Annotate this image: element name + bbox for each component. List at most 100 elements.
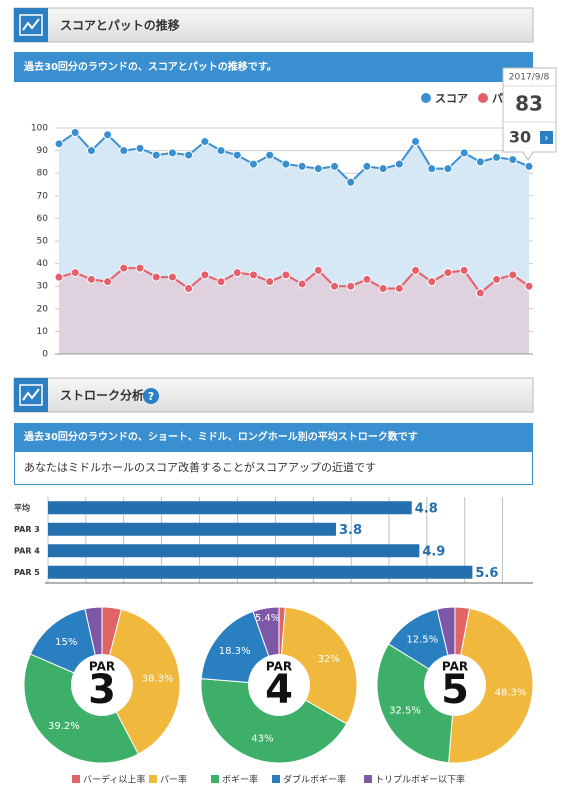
point [184, 283, 194, 293]
slice-label: 38.3% [142, 674, 174, 685]
y-tick-label: 40 [37, 259, 49, 269]
legend-label: スコア [435, 92, 468, 105]
category-label: PAR 4 [14, 546, 40, 555]
point [459, 265, 469, 275]
help-icon[interactable] [143, 388, 159, 404]
point [119, 146, 129, 156]
legend-marker [421, 93, 431, 103]
slice-label: 12.5% [406, 635, 438, 646]
category-label: 平均 [14, 502, 30, 512]
icon-frame [19, 384, 43, 406]
point [135, 263, 145, 273]
description: 過去30回分のラウンドの、スコアとパットの推移です。 [23, 60, 277, 73]
description-bar [14, 423, 533, 451]
point [70, 128, 80, 138]
pie-center [71, 654, 133, 716]
point [248, 159, 258, 169]
point [248, 270, 258, 280]
point [86, 146, 96, 156]
point [459, 148, 469, 158]
point [346, 177, 356, 187]
tooltip-putt: 30 [509, 128, 531, 147]
slice-label: 32% [317, 654, 339, 665]
point [313, 164, 323, 174]
point [232, 268, 242, 278]
y-tick-label: 60 [37, 214, 49, 224]
point [54, 272, 64, 282]
point [313, 265, 323, 275]
point [475, 157, 485, 167]
pie-par: 3 [88, 667, 116, 713]
point [508, 270, 518, 280]
pie-slice [23, 653, 139, 764]
legend-label: トリプルボギー以下率 [375, 774, 465, 786]
legend-label: ダブルボギー率 [283, 774, 346, 786]
slice-label: 48.3% [495, 688, 527, 699]
help-mark[interactable]: ? [148, 390, 154, 403]
tooltip-button[interactable] [540, 131, 553, 144]
point [86, 274, 96, 284]
legend-label: バーディ以上率 [83, 774, 145, 786]
pie-title: PAR [442, 660, 468, 674]
bar [48, 501, 412, 515]
section-title: スコアとパットの推移 [60, 18, 180, 33]
point [216, 146, 226, 156]
point [362, 274, 372, 284]
y-tick-label: 0 [42, 350, 48, 360]
section-icon [14, 8, 48, 42]
point [475, 288, 485, 298]
point [297, 279, 307, 289]
legend-marker [211, 775, 219, 783]
point [394, 283, 404, 293]
point [411, 137, 421, 147]
section-header [13, 377, 534, 413]
point [524, 161, 534, 171]
point [492, 152, 502, 162]
point [297, 161, 307, 171]
pie-center [248, 654, 310, 716]
legend-marker [272, 775, 280, 783]
point [167, 272, 177, 282]
slice-label: 39.2% [48, 721, 80, 732]
point [492, 274, 502, 284]
legend-label: ボギー率 [222, 774, 258, 786]
legend-marker [478, 93, 488, 103]
slice-label: 18.3% [219, 646, 251, 657]
message: あなたはミドルホールのスコア改善することがスコアアップの近道です [24, 460, 376, 474]
description-bar [14, 52, 533, 82]
pie-center [424, 654, 486, 716]
point [265, 150, 275, 160]
y-tick-label: 30 [37, 282, 49, 292]
tooltip-arrow: › [545, 133, 549, 144]
point [151, 150, 161, 160]
bar [48, 522, 336, 536]
area [59, 268, 529, 354]
point [427, 164, 437, 174]
point [167, 148, 177, 158]
icon-line [22, 18, 40, 31]
legend-marker [149, 775, 157, 783]
point [524, 281, 534, 291]
point [200, 270, 210, 280]
point [265, 277, 275, 287]
point [362, 161, 372, 171]
bar [48, 565, 473, 579]
y-tick-label: 20 [37, 304, 49, 314]
value-label: 5.6 [475, 566, 498, 581]
point [232, 150, 242, 160]
point [330, 161, 340, 171]
point [443, 164, 453, 174]
point [135, 143, 145, 153]
icon-frame [19, 14, 43, 36]
point [103, 277, 113, 287]
section-header [13, 7, 534, 43]
point [443, 268, 453, 278]
section-icon [14, 378, 48, 412]
y-tick-label: 50 [37, 237, 49, 247]
y-tick-label: 90 [37, 146, 49, 156]
point [281, 270, 291, 280]
value-label: 4.8 [415, 501, 438, 516]
point [151, 272, 161, 282]
pie-slice [448, 607, 534, 764]
